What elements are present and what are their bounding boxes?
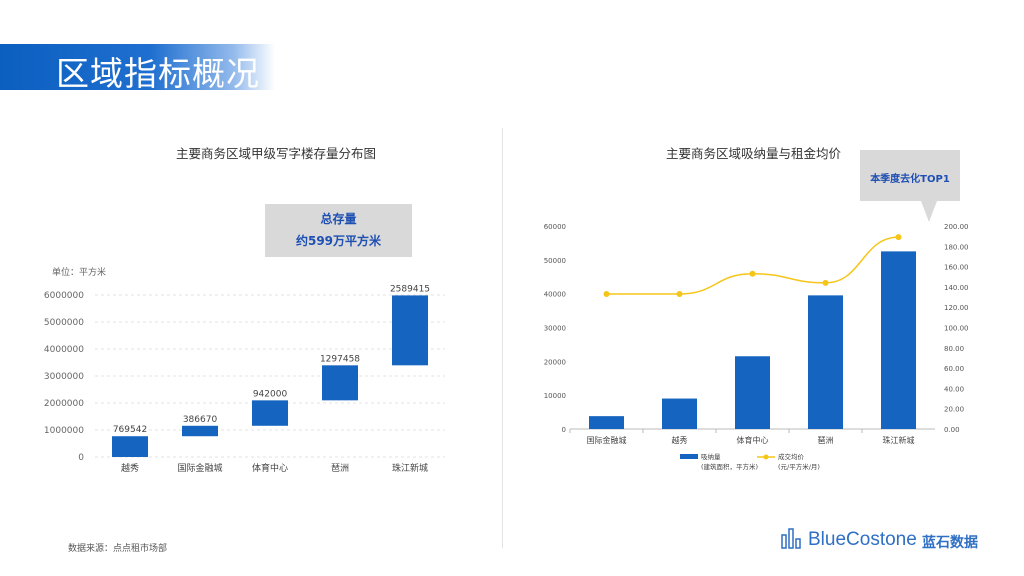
- stock-waterfall-chart: 单位：平方米 0 1000000 2000000 3000000 4000000 50000…: [44, 266, 445, 474]
- callout-line1: 总存量: [320, 212, 357, 226]
- absorption-rent-chart: 本季度去化TOP1 0 10000 20000 30000 40000 50000 60000…: [544, 150, 969, 471]
- chart-divider: [502, 128, 503, 548]
- data-label: 1297458: [320, 354, 360, 364]
- right-y-tick-label: 120.00: [944, 304, 969, 312]
- y-tick-label: 3000000: [44, 372, 84, 382]
- absorption-bar: [662, 398, 697, 429]
- right-y-tick-label: 0.00: [944, 426, 960, 434]
- rent-point: [822, 279, 829, 286]
- absorption-bar: [808, 295, 843, 429]
- y-tick-label: 0: [78, 453, 84, 463]
- x-tick-label: 体育中心: [737, 435, 769, 445]
- waterfall-bar: [252, 400, 288, 426]
- y-tick-label: 6000000: [44, 291, 84, 301]
- right-y-tick-label: 180.00: [944, 243, 969, 251]
- left-y-tick-label: 20000: [544, 358, 566, 366]
- logo-text: BlueCostone: [808, 529, 917, 550]
- y-tick-label: 5000000: [44, 318, 84, 328]
- y-tick-label: 2000000: [44, 399, 84, 409]
- left-y-tick-label: 30000: [544, 325, 566, 333]
- right-y-tick-label: 140.00: [944, 284, 969, 292]
- x-tick-label: 越秀: [672, 435, 688, 445]
- data-label: 2589415: [390, 284, 430, 294]
- left-y-tick-label: 40000: [544, 291, 566, 299]
- title-banner: [0, 44, 275, 90]
- right-y-tick-label: 160.00: [944, 264, 969, 272]
- legend-bar-swatch: [680, 454, 698, 459]
- x-tick-label: 珠江新城: [392, 462, 428, 474]
- x-tick-label: 国际金融城: [177, 462, 222, 474]
- rent-point: [749, 270, 756, 277]
- data-label: 386670: [183, 415, 218, 425]
- data-source: 数据来源：点点租市场部: [68, 544, 168, 554]
- left-y-tick-label: 50000: [544, 257, 566, 265]
- waterfall-bar: [392, 295, 428, 366]
- left-y-tick-label: 60000: [544, 223, 566, 231]
- right-y-tick-label: 200.00: [944, 223, 969, 231]
- rent-point: [895, 234, 902, 241]
- data-label: 769542: [113, 425, 147, 435]
- x-tick-label: 体育中心: [252, 462, 288, 474]
- right-y-tick-label: 20.00: [944, 406, 964, 414]
- legend-line-label: 成交均价: [778, 452, 805, 461]
- callout-line2: 约599万平方米: [295, 234, 382, 248]
- waterfall-bar: [182, 425, 218, 437]
- x-tick-label: 琶洲: [818, 436, 834, 445]
- legend-bar-label: 吸纳量: [701, 452, 721, 461]
- total-stock-callout: 总存量 约599万平方米: [265, 204, 412, 257]
- left-y-tick-label: 0: [562, 426, 566, 434]
- callout-box: [860, 150, 960, 222]
- legend-line-sublabel: (元/平方米/月): [778, 462, 820, 471]
- x-tick-label: 琶洲: [331, 463, 349, 474]
- y-tick-label: 4000000: [44, 345, 84, 355]
- right-y-tick-label: 60.00: [944, 365, 964, 373]
- right-y-tick-label: 100.00: [944, 325, 969, 333]
- waterfall-bar: [112, 436, 148, 457]
- rent-line: [606, 236, 899, 295]
- x-tick-label: 珠江新城: [883, 435, 915, 445]
- waterfall-bar: [322, 365, 358, 401]
- callout-text: 本季度去化TOP1: [870, 172, 950, 185]
- right-y-tick-label: 80.00: [944, 345, 964, 353]
- legend-bar-sublabel: (建筑面积，平方米): [701, 462, 758, 471]
- right-y-tick-label: 40.00: [944, 385, 964, 393]
- absorption-bar: [735, 356, 770, 429]
- right-chart-title: 主要商务区域吸纳量与租金均价: [666, 146, 842, 161]
- page-title: 区域指标概况: [56, 54, 260, 93]
- logo-icon: [781, 528, 801, 549]
- x-tick-label: 国际金融城: [587, 435, 627, 445]
- absorption-bar: [881, 251, 916, 429]
- y-tick-label: 1000000: [44, 426, 84, 436]
- left-y-tick-label: 10000: [544, 392, 566, 400]
- rent-point: [603, 291, 610, 298]
- y-unit-label: 单位：平方米: [52, 266, 106, 278]
- rent-point: [676, 291, 683, 298]
- absorption-bar: [589, 416, 624, 429]
- left-chart-title: 主要商务区域甲级写字楼存量分布图: [176, 146, 377, 161]
- x-tick-label: 越秀: [121, 462, 139, 474]
- legend-line-marker: [763, 454, 769, 460]
- data-label: 942000: [253, 389, 288, 399]
- logo-chinese: 蓝石数据: [922, 535, 978, 551]
